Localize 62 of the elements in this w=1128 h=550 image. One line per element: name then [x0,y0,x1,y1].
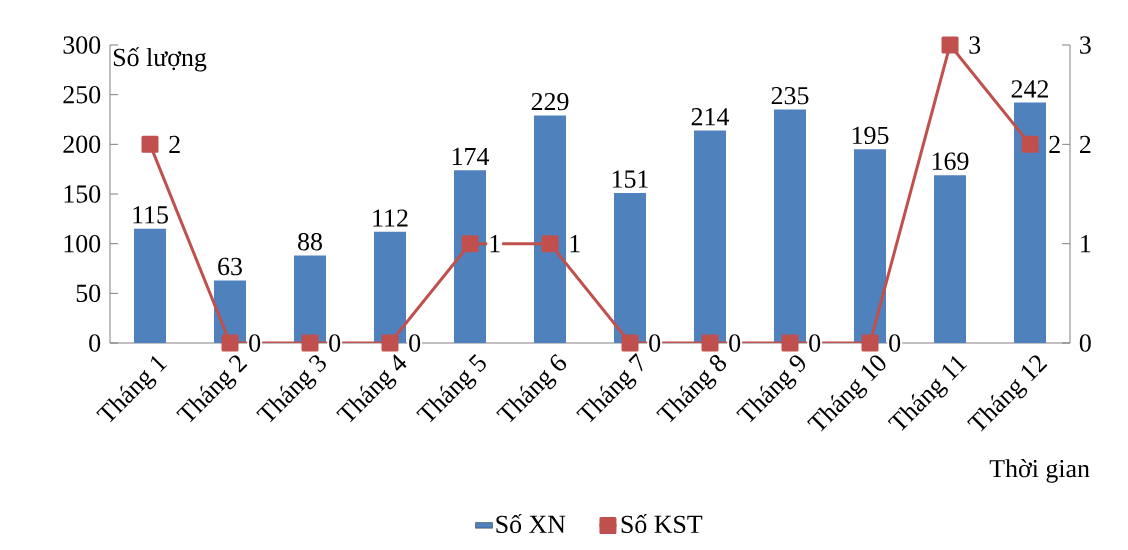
point [221,334,239,352]
legend-label: Số XN [496,514,566,534]
y-tick-label: 150 [64,185,101,203]
y-tick-label: 200 [63,135,101,154]
data-label: 169 [932,152,969,170]
y2-tick-label: 0 [1079,334,1091,352]
point [381,334,399,352]
data-label: 2 [1049,135,1060,153]
y-tick-label: 100 [64,234,101,253]
data-label: 0 [889,334,901,352]
bar [774,109,807,343]
bar [694,130,727,343]
bar [134,228,166,343]
data-label: 0 [729,334,741,352]
y-tick-label: 50 [76,284,101,303]
y2-tick-label: 3 [1080,36,1091,54]
y-tick-label: 300 [63,36,101,54]
point [781,334,799,352]
point [621,334,639,352]
legend-label: Số KST [621,514,703,534]
y-tick-label: 0 [89,334,101,352]
x-axis-title: Thời gian [989,459,1090,483]
data-label: 0 [809,334,821,352]
data-label: 0 [649,334,661,352]
data-label: 1 [490,235,500,253]
data-label: 3 [969,36,981,54]
data-label: 235 [771,86,809,105]
data-label: 88 [298,232,322,251]
point [861,334,879,352]
y2-tick-label: 1 [1081,235,1091,253]
bar [294,255,326,343]
bar [614,193,647,343]
bar [454,170,486,343]
y-axis-title: Số lượng [113,47,207,72]
point [141,135,159,153]
bar [374,231,406,343]
bar [934,175,967,343]
y2-tick-label: 2 [1079,135,1091,153]
data-label: 115 [133,206,168,224]
bar [854,149,887,343]
point [461,235,479,253]
data-label: 0 [329,334,341,352]
y-tick-label: 250 [63,85,101,104]
data-label: 2 [169,135,180,153]
data-label: 242 [1011,80,1049,98]
data-label: 195 [852,126,889,145]
point [301,334,319,352]
data-label: 0 [409,334,421,352]
point [1021,135,1039,153]
point [941,36,959,54]
data-label: 112 [373,209,408,227]
data-label: 1 [570,235,580,253]
data-label: 63 [218,257,242,276]
bar [534,115,566,343]
point [701,334,719,352]
data-label: 151 [612,170,648,188]
data-label: 229 [531,92,569,111]
data-label: 214 [691,108,730,126]
data-label: 174 [452,147,490,165]
point [541,235,559,253]
data-label: 0 [249,334,261,352]
bar [1014,102,1047,343]
